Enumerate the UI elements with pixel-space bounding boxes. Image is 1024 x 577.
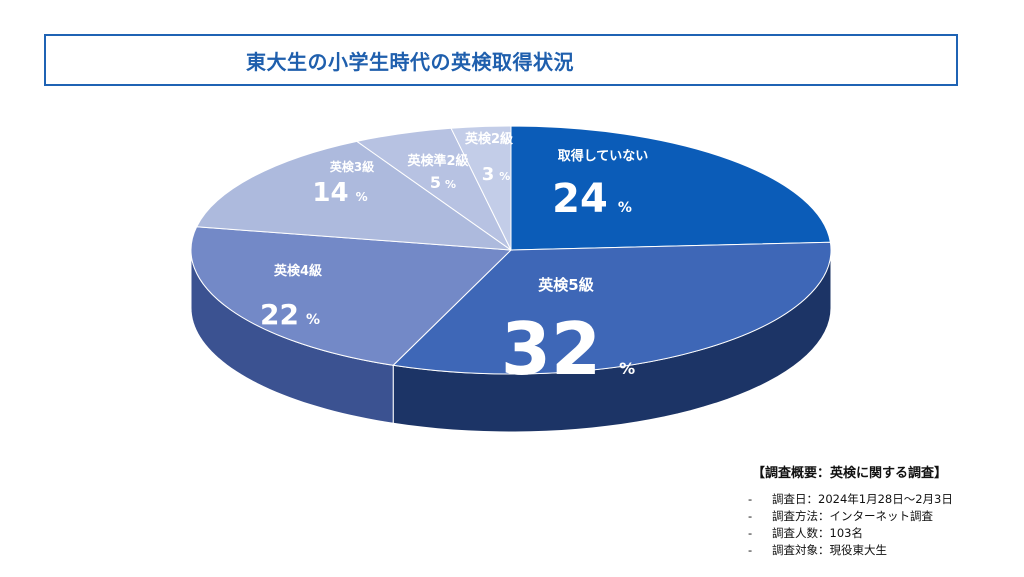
slice-value-number-4: 5 xyxy=(430,173,441,192)
survey-summary: 【調査概要：英検に関する調査】 - 調査日：2024年1月28日～2月3日 - 調査… xyxy=(748,462,1016,559)
slice-value-unit-2: % xyxy=(306,312,320,328)
slice-value-unit-0: % xyxy=(618,200,632,216)
slice-value-5: 3% xyxy=(482,164,511,185)
page-title: 東大生の小学生時代の英検取得状況 xyxy=(246,50,574,74)
slice-value-number-5: 3 xyxy=(482,164,495,185)
slice-value-2: 22% xyxy=(260,298,320,331)
survey-item: - 調査日：2024年1月28日～2月3日 xyxy=(748,491,1016,508)
survey-item-dash: - xyxy=(748,492,753,506)
survey-item-dash: - xyxy=(748,526,753,540)
slice-value-number-3: 14 xyxy=(312,178,348,208)
survey-item-text: 調査方法：インターネット調査 xyxy=(772,509,933,523)
survey-item-text: 調査日：2024年1月28日～2月3日 xyxy=(772,492,953,506)
survey-item-dash: - xyxy=(748,509,753,523)
survey-item: - 調査対象：現役東大生 xyxy=(748,542,1016,559)
slice-label-4: 英検準2級 xyxy=(406,153,468,169)
slice-value-number-0: 24 xyxy=(552,176,608,222)
pie-slice-2 xyxy=(190,226,513,366)
slice-label-2: 英検4級 xyxy=(273,263,322,279)
survey-item: - 調査方法：インターネット調査 xyxy=(748,508,1016,525)
pie-slice-0 xyxy=(510,125,831,251)
slice-value-unit-5: % xyxy=(499,170,510,183)
slice-value-unit-3: % xyxy=(356,190,368,204)
slice-label-0: 取得していない xyxy=(558,148,649,164)
slice-value-1: 32% xyxy=(501,307,635,391)
survey-item-dash: - xyxy=(748,543,753,557)
slice-value-4: 5% xyxy=(430,173,456,192)
slice-label-5: 英検2級 xyxy=(464,131,513,147)
survey-item: - 調査人数：103名 xyxy=(748,525,1016,542)
slice-label-1: 英検5級 xyxy=(538,276,593,294)
slice-value-number-2: 22 xyxy=(260,298,299,331)
survey-heading: 【調査概要：英検に関する調査】 xyxy=(752,466,948,481)
slice-value-3: 14% xyxy=(312,178,367,208)
slice-value-number-1: 32 xyxy=(501,307,601,391)
slice-label-3: 英検3級 xyxy=(330,159,374,174)
survey-item-text: 調査人数：103名 xyxy=(772,526,863,540)
slice-value-unit-4: % xyxy=(445,178,456,191)
slice-value-0: 24% xyxy=(552,176,632,222)
survey-item-text: 調査対象：現役東大生 xyxy=(772,543,887,557)
title-box: 東大生の小学生時代の英検取得状況 xyxy=(44,34,958,86)
pie-slice-1 xyxy=(392,241,832,375)
pie-slice-3 xyxy=(195,140,513,251)
slice-value-unit-1: % xyxy=(619,359,635,378)
pie-slice-5 xyxy=(450,125,512,251)
